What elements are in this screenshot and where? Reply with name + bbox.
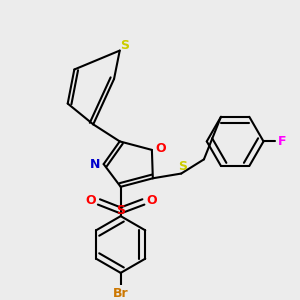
Text: Br: Br — [113, 287, 128, 300]
Text: S: S — [116, 204, 125, 217]
Text: N: N — [90, 158, 100, 171]
Text: O: O — [155, 142, 166, 155]
Text: O: O — [85, 194, 96, 206]
Text: F: F — [278, 135, 287, 148]
Text: S: S — [120, 39, 129, 52]
Text: S: S — [178, 160, 187, 173]
Text: O: O — [147, 194, 157, 206]
